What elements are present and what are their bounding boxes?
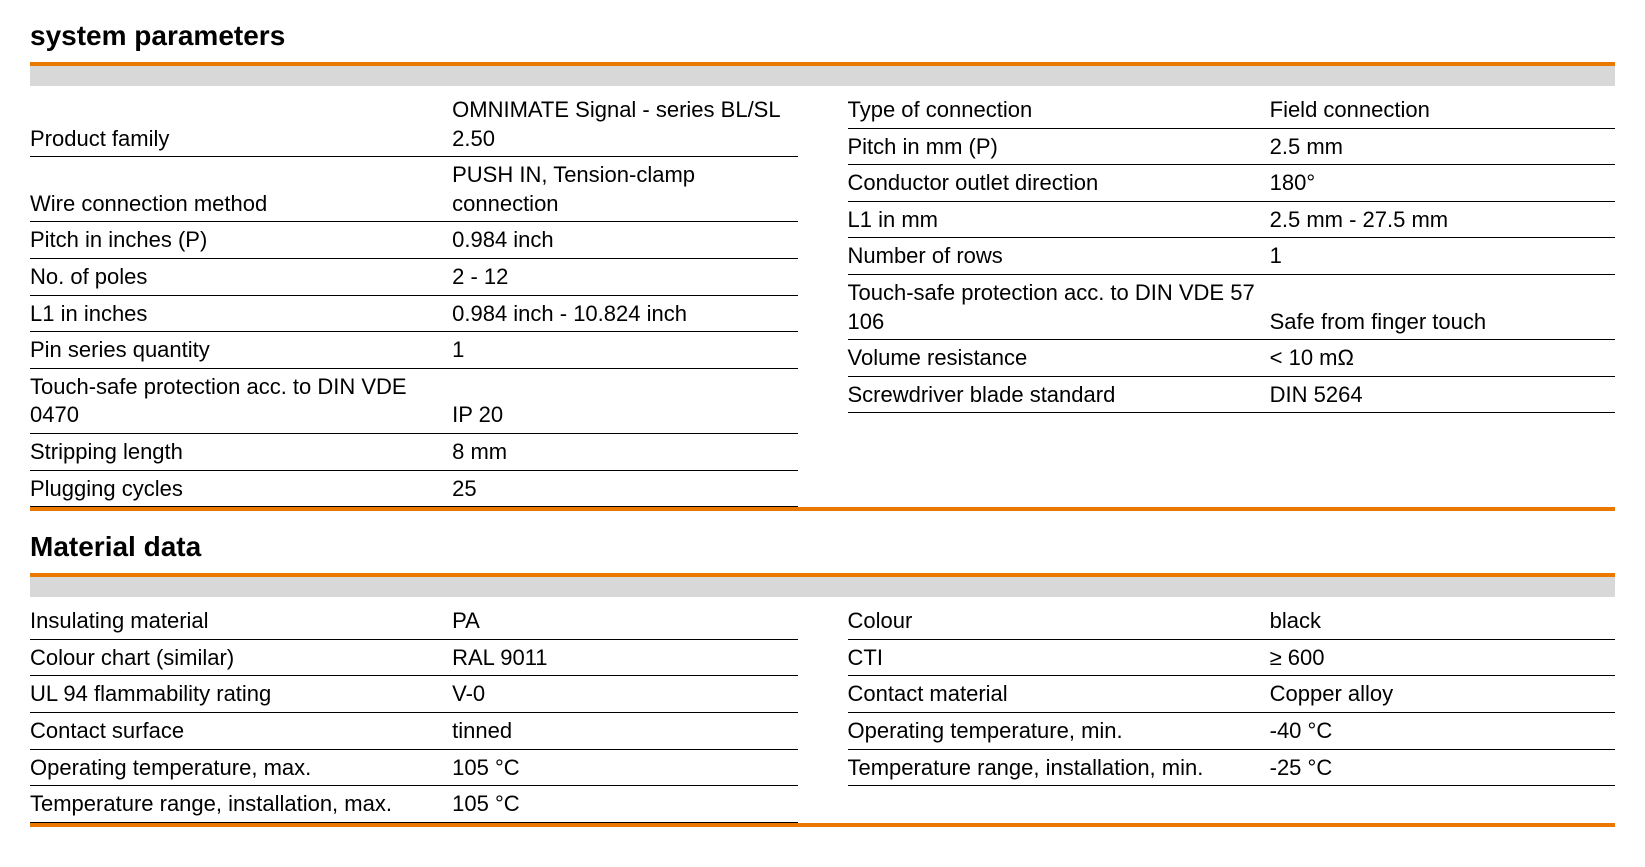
- row-value: DIN 5264: [1270, 381, 1615, 410]
- row-value: IP 20: [452, 401, 797, 430]
- row-label: Contact surface: [30, 717, 452, 746]
- row-label: UL 94 flammability rating: [30, 680, 452, 709]
- row-label: Pitch in inches (P): [30, 226, 452, 255]
- row-value: Field connection: [1270, 96, 1615, 125]
- table-row: Operating temperature, max.105 °C: [30, 750, 798, 787]
- right-column: Type of connectionField connection Pitch…: [848, 92, 1616, 507]
- table-row: Wire connection methodPUSH IN, Tension-c…: [30, 157, 798, 222]
- table-row: Contact materialCopper alloy: [848, 676, 1616, 713]
- table-row: Colour chart (similar)RAL 9011: [30, 640, 798, 677]
- row-value: 2.5 mm: [1270, 133, 1615, 162]
- table-row: Pin series quantity1: [30, 332, 798, 369]
- table-row: UL 94 flammability ratingV-0: [30, 676, 798, 713]
- row-label: Touch-safe protection acc. to DIN VDE 04…: [30, 373, 452, 430]
- row-value: RAL 9011: [452, 644, 797, 673]
- row-value: < 10 mΩ: [1270, 344, 1615, 373]
- row-label: Operating temperature, max.: [30, 754, 452, 783]
- left-column: Product familyOMNIMATE Signal - series B…: [30, 92, 798, 507]
- row-value: black: [1270, 607, 1615, 636]
- section-bottom-rule: [30, 507, 1615, 511]
- row-value: OMNIMATE Signal - series BL/SL 2.50: [452, 96, 797, 153]
- table-row: Screwdriver blade standardDIN 5264: [848, 377, 1616, 414]
- table-row: Operating temperature, min.-40 °C: [848, 713, 1616, 750]
- table-row: Stripping length8 mm: [30, 434, 798, 471]
- right-column: Colourblack CTI≥ 600 Contact materialCop…: [848, 603, 1616, 823]
- table-row: Plugging cycles25: [30, 471, 798, 508]
- row-label: Colour chart (similar): [30, 644, 452, 673]
- row-value: 8 mm: [452, 438, 797, 467]
- section-header-bar: [30, 573, 1615, 597]
- row-label: Wire connection method: [30, 190, 452, 219]
- row-label: Contact material: [848, 680, 1270, 709]
- table-row: L1 in mm2.5 mm - 27.5 mm: [848, 202, 1616, 239]
- section-title: Material data: [30, 531, 1615, 563]
- table-row: Touch-safe protection acc. to DIN VDE 57…: [848, 275, 1616, 340]
- row-label: Screwdriver blade standard: [848, 381, 1270, 410]
- row-label: Stripping length: [30, 438, 452, 467]
- section-system-parameters: system parameters Product familyOMNIMATE…: [30, 20, 1615, 511]
- row-value: 25: [452, 475, 797, 504]
- row-value: 105 °C: [452, 790, 797, 819]
- row-value: 0.984 inch - 10.824 inch: [452, 300, 797, 329]
- row-label: Insulating material: [30, 607, 452, 636]
- row-value: 0.984 inch: [452, 226, 797, 255]
- row-value: 105 °C: [452, 754, 797, 783]
- row-label: Volume resistance: [848, 344, 1270, 373]
- row-label: Pin series quantity: [30, 336, 452, 365]
- table-row: Number of rows1: [848, 238, 1616, 275]
- row-label: Conductor outlet direction: [848, 169, 1270, 198]
- table-row: Pitch in inches (P)0.984 inch: [30, 222, 798, 259]
- row-value: 1: [452, 336, 797, 365]
- row-value: -25 °C: [1270, 754, 1615, 783]
- table-row: Temperature range, installation, max.105…: [30, 786, 798, 823]
- row-label: L1 in inches: [30, 300, 452, 329]
- row-value: 1: [1270, 242, 1615, 271]
- table-row: Touch-safe protection acc. to DIN VDE 04…: [30, 369, 798, 434]
- table-row: Insulating materialPA: [30, 603, 798, 640]
- row-label: Pitch in mm (P): [848, 133, 1270, 162]
- row-value: PUSH IN, Tension-clamp connection: [452, 161, 797, 218]
- row-value: -40 °C: [1270, 717, 1615, 746]
- section-bottom-rule: [30, 823, 1615, 827]
- table-row: Volume resistance< 10 mΩ: [848, 340, 1616, 377]
- row-label: Temperature range, installation, min.: [848, 754, 1270, 783]
- row-label: Touch-safe protection acc. to DIN VDE 57…: [848, 279, 1270, 336]
- table-row: L1 in inches0.984 inch - 10.824 inch: [30, 296, 798, 333]
- row-value: 180°: [1270, 169, 1615, 198]
- row-label: Colour: [848, 607, 1270, 636]
- row-value: ≥ 600: [1270, 644, 1615, 673]
- row-value: PA: [452, 607, 797, 636]
- section-material-data: Material data Insulating materialPA Colo…: [30, 531, 1615, 827]
- table-row: Temperature range, installation, min.-25…: [848, 750, 1616, 787]
- columns-wrap: Product familyOMNIMATE Signal - series B…: [30, 92, 1615, 507]
- row-label: Operating temperature, min.: [848, 717, 1270, 746]
- row-value: tinned: [452, 717, 797, 746]
- row-label: No. of poles: [30, 263, 452, 292]
- table-row: Type of connectionField connection: [848, 92, 1616, 129]
- row-value: Safe from finger touch: [1270, 308, 1615, 337]
- row-label: Plugging cycles: [30, 475, 452, 504]
- table-row: Product familyOMNIMATE Signal - series B…: [30, 92, 798, 157]
- row-label: Type of connection: [848, 96, 1270, 125]
- row-label: CTI: [848, 644, 1270, 673]
- row-value: V-0: [452, 680, 797, 709]
- row-value: 2.5 mm - 27.5 mm: [1270, 206, 1615, 235]
- table-row: Pitch in mm (P)2.5 mm: [848, 129, 1616, 166]
- row-label: Number of rows: [848, 242, 1270, 271]
- row-label: Temperature range, installation, max.: [30, 790, 452, 819]
- section-title: system parameters: [30, 20, 1615, 52]
- table-row: No. of poles2 - 12: [30, 259, 798, 296]
- row-value: 2 - 12: [452, 263, 797, 292]
- row-label: L1 in mm: [848, 206, 1270, 235]
- row-label: Product family: [30, 125, 452, 154]
- section-header-bar: [30, 62, 1615, 86]
- columns-wrap: Insulating materialPA Colour chart (simi…: [30, 603, 1615, 823]
- row-value: Copper alloy: [1270, 680, 1615, 709]
- table-row: Contact surfacetinned: [30, 713, 798, 750]
- table-row: Colourblack: [848, 603, 1616, 640]
- left-column: Insulating materialPA Colour chart (simi…: [30, 603, 798, 823]
- table-row: Conductor outlet direction180°: [848, 165, 1616, 202]
- table-row: CTI≥ 600: [848, 640, 1616, 677]
